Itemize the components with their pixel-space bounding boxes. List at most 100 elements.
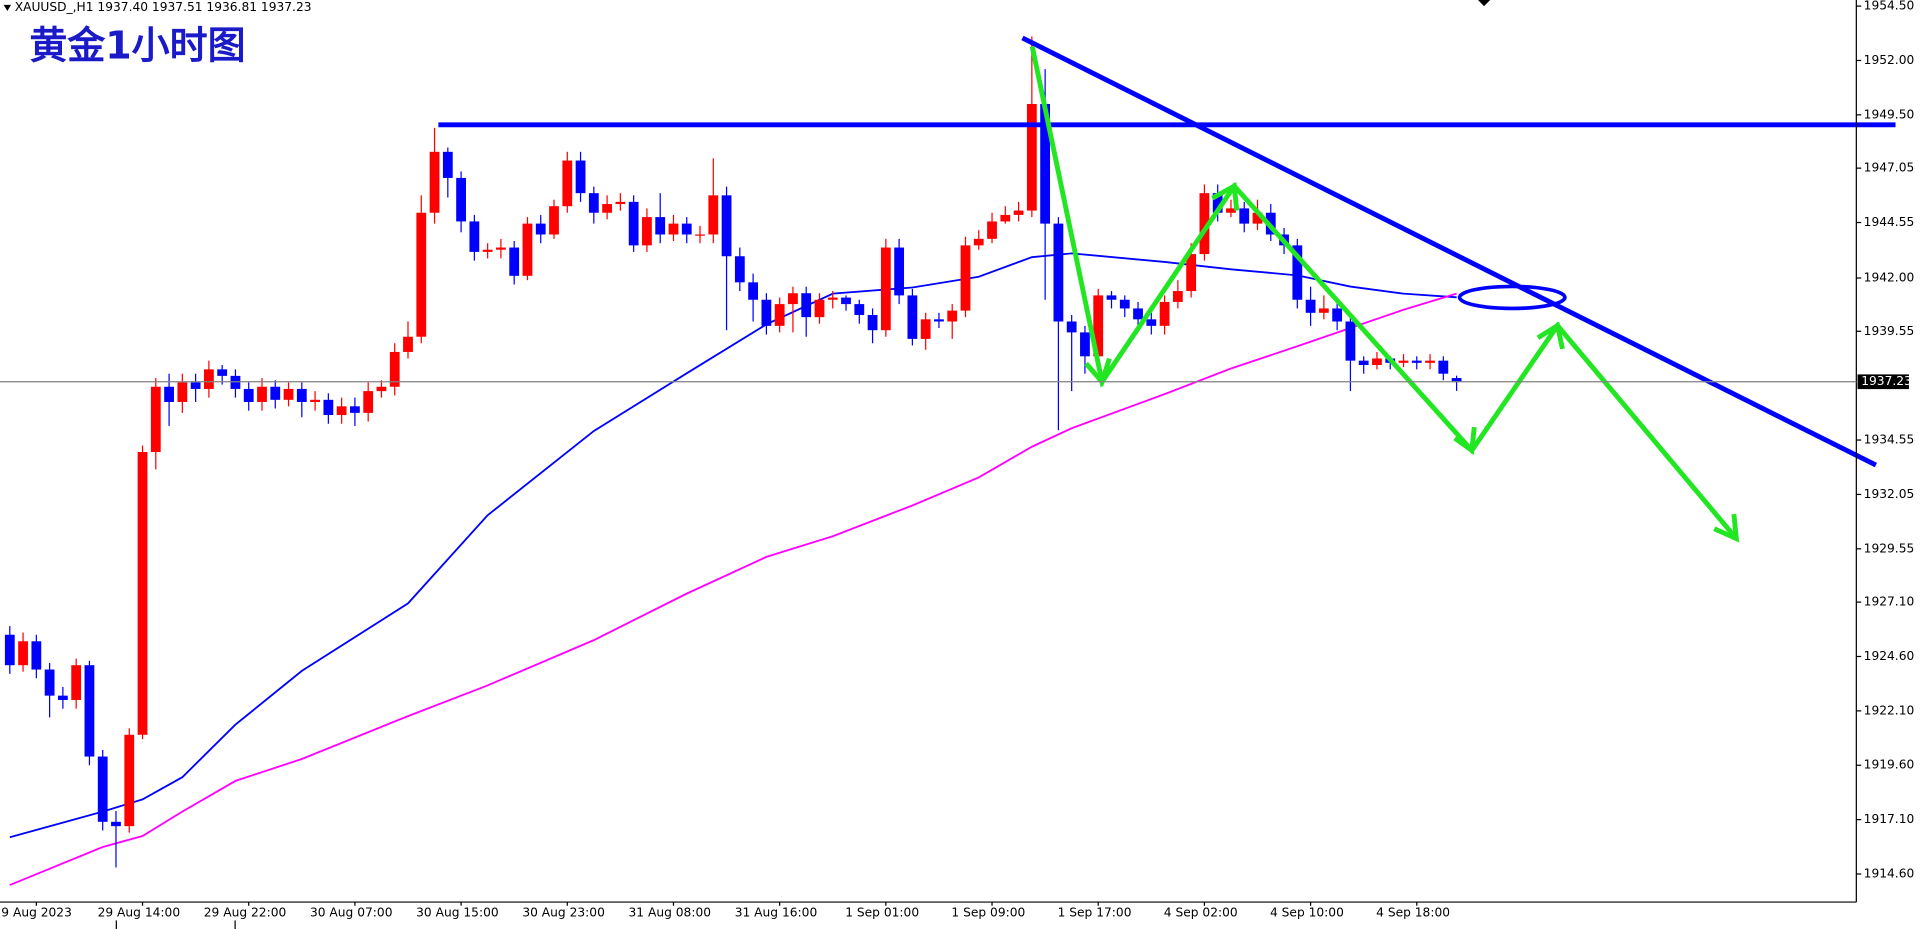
menu-arrow[interactable] (3, 4, 12, 12)
x-tick-label: 1 Sep 17:00 (1058, 906, 1132, 920)
candle-body (907, 295, 918, 339)
y-tick-label: 1934.55 (1864, 433, 1915, 447)
candle-body (1146, 319, 1157, 326)
candle-body (854, 304, 865, 315)
x-tick-label: 31 Aug 16:00 (735, 906, 818, 920)
candle-body (947, 310, 958, 322)
candle-body (177, 382, 188, 402)
candle-body (1186, 254, 1197, 292)
candle-body (575, 160, 586, 194)
y-tick-label: 1922.10 (1864, 703, 1915, 717)
candle-body (243, 388, 254, 402)
candle-body (270, 386, 281, 400)
candle-body (456, 177, 466, 222)
candle-body (1226, 208, 1236, 213)
candle-body (535, 223, 546, 235)
candle-body (111, 821, 121, 827)
candle-body (960, 245, 971, 311)
moving-average (9, 252, 1457, 839)
candle-body (1199, 193, 1210, 255)
current-price-box (1857, 374, 1909, 390)
y-tick-label: 1954.50 (1864, 0, 1915, 13)
candle-body (124, 734, 135, 827)
candle-body (642, 217, 652, 246)
candle-body (71, 665, 82, 700)
candle-body (615, 201, 626, 205)
candle-body (283, 388, 294, 400)
candle-body (973, 238, 984, 246)
candle-body (1159, 301, 1170, 326)
candle-body (1172, 291, 1183, 302)
candle-body (894, 247, 905, 296)
candle-body (827, 297, 838, 300)
candle-body (1425, 360, 1435, 363)
candle-body (562, 160, 573, 207)
y-tick-label: 1917.10 (1864, 812, 1915, 826)
candle-body (509, 247, 520, 276)
candle-body (1000, 214, 1011, 222)
candle-body (748, 282, 759, 300)
candle-body (1305, 299, 1316, 313)
chart-title: 黄金1小时图 (29, 24, 245, 68)
candle-body (1239, 208, 1250, 224)
symbol-info: XAUUSD_,H1 1937.40 1937.51 1936.81 1937.… (15, 0, 312, 14)
y-tick-label: 1947.05 (1864, 161, 1915, 175)
candle-body (695, 234, 705, 236)
x-tick-label: 29 Aug 2023 (0, 906, 72, 920)
x-tick-label: 30 Aug 07:00 (310, 906, 393, 920)
candle-body (217, 369, 228, 376)
y-tick-label: 1952.00 (1864, 53, 1915, 67)
y-tick-label: 1944.55 (1864, 215, 1915, 229)
y-tick-label: 1942.00 (1864, 270, 1915, 284)
candle-body (57, 695, 68, 700)
arrow-head (1713, 513, 1740, 543)
candle-body (1212, 193, 1223, 213)
x-tick-label: 30 Aug 23:00 (522, 906, 605, 920)
x-tick-label: 1 Sep 09:00 (951, 906, 1025, 920)
target-ellipse (1457, 284, 1567, 311)
candle-body (150, 386, 161, 453)
candle-body (681, 223, 692, 235)
y-tick-label: 1914.60 (1864, 867, 1915, 881)
candle-body (602, 204, 612, 213)
candle-body (867, 314, 878, 331)
candle-body (1398, 360, 1409, 363)
current-price-label: 1937.23 (1861, 374, 1912, 388)
candle-body (389, 351, 400, 387)
plot-area (4, 36, 1462, 886)
candle-body (257, 386, 267, 402)
candle-body (403, 336, 413, 352)
candle-body (1292, 245, 1303, 300)
candle-body (296, 388, 307, 402)
x-tick-label: 29 Aug 14:00 (98, 906, 181, 920)
x-tick-label: 29 Aug 22:00 (204, 906, 287, 920)
candle-body (934, 319, 944, 322)
arrow-head (1536, 321, 1565, 350)
candle-body (429, 151, 440, 213)
candle-body (1106, 295, 1117, 300)
candle-body (655, 217, 666, 235)
candle-body (734, 256, 745, 283)
candle-body (1372, 358, 1382, 366)
candle-body (801, 293, 812, 318)
candle-body (44, 669, 55, 696)
candle-body (323, 399, 334, 416)
candle-body (164, 386, 174, 402)
y-tick-label: 1924.60 (1864, 649, 1915, 663)
x-tick-label: 31 Aug 08:00 (629, 906, 712, 920)
candle-body (350, 406, 360, 413)
x-tick-label: 1 Sep 01:00 (845, 906, 919, 920)
candle-body (549, 206, 559, 235)
candle-body (774, 304, 785, 326)
y-tick-label: 1949.50 (1864, 107, 1915, 121)
candle-body (190, 382, 201, 389)
candle-body (230, 375, 241, 389)
projection-path (1029, 46, 1739, 541)
candle-body (137, 452, 148, 735)
y-tick-label: 1932.05 (1864, 487, 1915, 501)
candle-body (1080, 332, 1090, 357)
y-tick-label: 1919.60 (1864, 758, 1915, 772)
y-tick-label: 1929.55 (1864, 541, 1915, 555)
